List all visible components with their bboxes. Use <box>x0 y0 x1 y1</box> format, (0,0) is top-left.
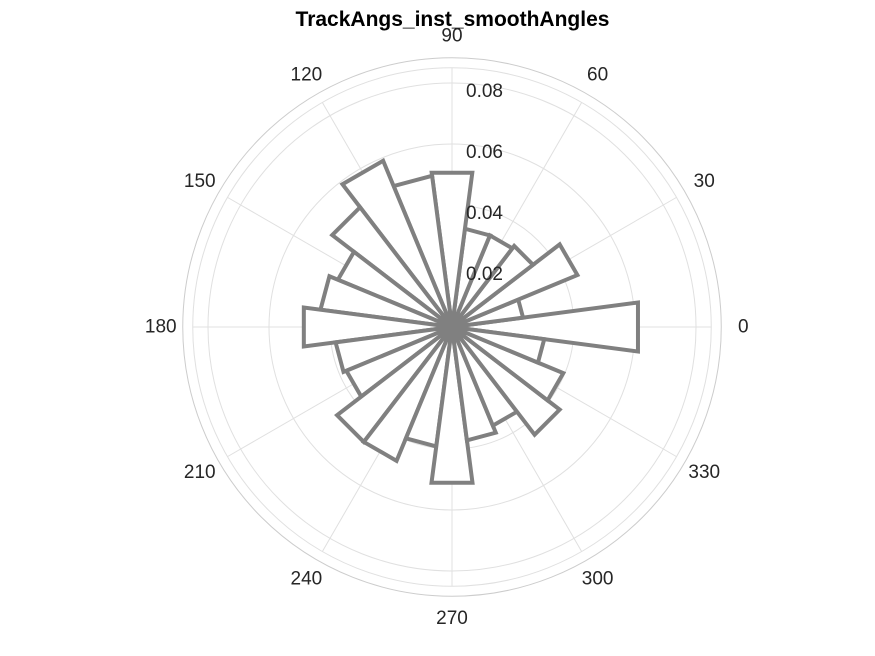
radial-tick-label: 0.04 <box>466 203 503 224</box>
angular-tick-label: 210 <box>184 462 216 483</box>
histogram-bars <box>301 157 640 485</box>
angular-tick-label: 30 <box>694 171 715 192</box>
angular-tick-label: 120 <box>291 64 323 85</box>
radial-tick-label: 0.08 <box>466 81 503 102</box>
axis-labels: 0.02 0.04 0.06 0.08 0 30 60 90 120 150 180 210 240 27… <box>145 25 749 629</box>
angular-tick-label: 150 <box>184 171 216 192</box>
angular-tick-label: 240 <box>291 569 323 590</box>
angular-tick-label: 270 <box>436 608 468 629</box>
angular-tick-label: 60 <box>587 64 608 85</box>
histogram-bar-23 <box>451 325 547 366</box>
angular-tick-label: 0 <box>738 317 749 338</box>
angular-tick-label: 330 <box>688 462 720 483</box>
chart-title: TrackAngs_inst_smoothAngles <box>295 8 610 31</box>
angular-tick-label: 300 <box>582 569 614 590</box>
radial-tick-label: 0.02 <box>466 264 503 285</box>
angular-tick-label: 90 <box>441 25 462 46</box>
angular-tick-label: 180 <box>145 317 177 338</box>
radial-tick-label: 0.06 <box>466 142 503 163</box>
polar-axis-ring <box>182 57 722 597</box>
